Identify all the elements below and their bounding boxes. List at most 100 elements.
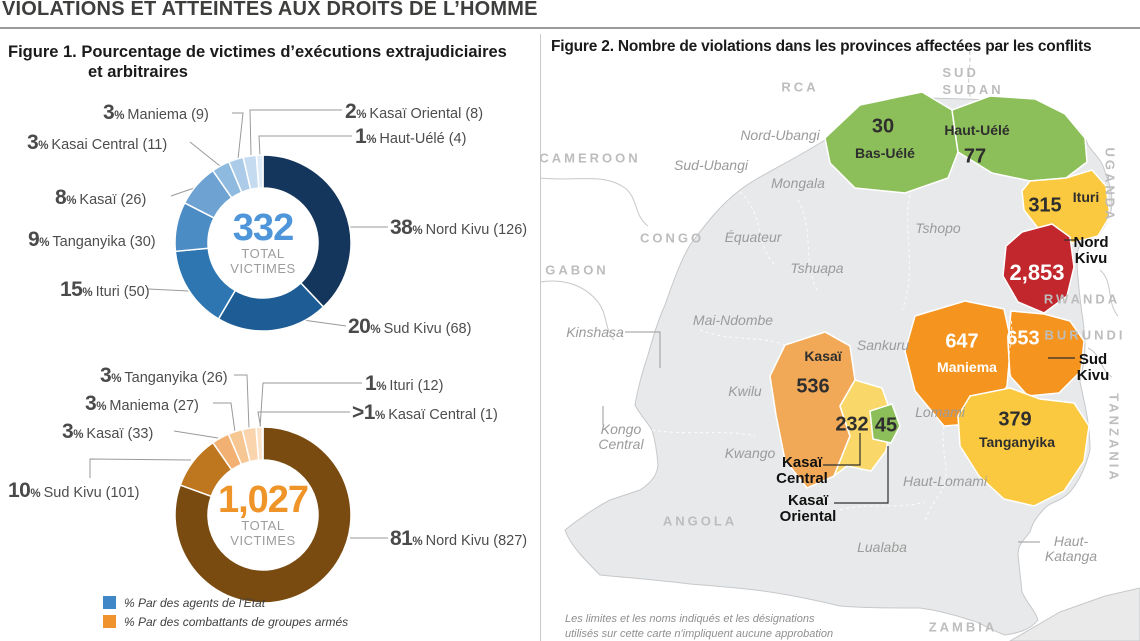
value-bas-uele: 30 <box>871 115 895 138</box>
legend-swatch-blue <box>103 596 116 609</box>
panel-divider <box>540 34 541 641</box>
border-burundi <box>1087 347 1113 378</box>
province-kwango: Kwango <box>724 445 776 461</box>
label-nord-kivu-a: 38% Nord Kivu (126) <box>390 216 528 239</box>
leader-line <box>234 374 250 430</box>
value-maniema: 647 <box>945 330 979 353</box>
label-ituri-a: 15% Ituri (50) <box>60 278 150 301</box>
country-sud-sudan: SUD SUDAN <box>942 65 1004 97</box>
country-zambia: ZAMBIA <box>928 619 998 635</box>
province-haut-lomami: Haut-Lomami <box>902 473 988 489</box>
label-haut-uele-a: 1% Haut-Uélé (4) <box>355 125 467 148</box>
donut-segment <box>262 154 352 309</box>
country-burundi: BURUNDI <box>1044 327 1126 343</box>
figure2-map-panel: Figure 2. Nombre de violations dans les … <box>539 30 1140 641</box>
province-lomami: Lomami <box>915 404 965 420</box>
label-maniema-a: 3% Maniema (9) <box>103 101 209 124</box>
label-kasai-a: 8% Kasaï (26) <box>55 186 147 209</box>
callout-kasai-oriental: Kasaï Oriental <box>779 492 837 525</box>
province-kongo-central: Kongo Central <box>598 421 644 452</box>
leader-line <box>232 112 244 160</box>
label-kasai-central-b: >1% Kasaï Central (1) <box>352 401 498 424</box>
province-nord-ubangi: Nord-Ubangi <box>740 127 820 143</box>
label-tanganyika-a: 9% Tanganyika (30) <box>28 228 156 251</box>
province-lualaba: Lualaba <box>857 539 907 555</box>
name-bas-uele: Bas-Uélé <box>855 145 915 161</box>
province-sankuru: Sankuru <box>856 337 910 353</box>
leader-line <box>89 458 192 478</box>
inner-border <box>901 194 911 311</box>
figure2-title: Figure 2. Nombre de violations dans les … <box>551 38 1092 55</box>
country-tanzania: TANZANIA <box>1106 393 1122 483</box>
header-rule <box>0 27 1140 29</box>
drc-map-svg <box>540 43 1140 641</box>
inner-border <box>651 429 756 437</box>
leader-kasai-central <box>823 433 861 466</box>
inner-border <box>797 199 819 293</box>
value-kasai-oriental: 45 <box>874 414 898 437</box>
country-gabon: GABON <box>545 262 609 278</box>
name-ituri: Ituri <box>1072 189 1100 205</box>
country-rwanda: RWANDA <box>1043 291 1121 307</box>
label-kasai-central-a: 3% Kasai Central (11) <box>27 131 168 154</box>
inner-border <box>699 329 786 346</box>
province-kinshasa: Kinshasa <box>566 324 624 340</box>
donut-segment <box>261 426 264 461</box>
province-haut-katanga: Haut- Katanga <box>1044 533 1098 564</box>
label-ituri-b: 1% Ituri (12) <box>365 372 444 395</box>
province-sud-ubangi: Sud-Ubangi <box>674 157 748 173</box>
region-haut-uele <box>951 95 1088 182</box>
province-kwilu: Kwilu <box>728 383 762 399</box>
region-kasai-central <box>832 379 893 479</box>
value-kasai-central: 232 <box>835 413 869 436</box>
figure1-title-line1: Figure 1. Pourcentage de victimes d’exéc… <box>8 43 507 61</box>
country-angola: ANGOLA <box>662 513 738 529</box>
province-tshopo: Tshopo <box>915 220 961 236</box>
donut-chart-state-agents <box>174 154 352 332</box>
province-mai-ndombe: Mai-Ndombe <box>692 312 774 328</box>
callout-nord-kivu: Nord Kivu <box>1073 234 1109 267</box>
country-rca: RCA <box>781 79 819 95</box>
donut-b-total: 1,027 <box>217 479 309 521</box>
donut-chart-armed-groups <box>174 426 352 604</box>
legend-swatch-orange <box>103 615 116 628</box>
donut-segment <box>255 154 264 189</box>
value-kasai: 536 <box>796 375 830 398</box>
donut-segment <box>174 426 352 604</box>
label-kasai-oriental-a: 2% Kasaï Oriental (8) <box>345 100 484 123</box>
donut-a-center: 332 TOTAL VICTIMES <box>230 207 296 276</box>
country-cameroon: CAMEROON <box>539 150 641 166</box>
label-sud-kivu-a: 20% Sud Kivu (68) <box>348 315 472 338</box>
value-tanganyika: 379 <box>998 408 1032 431</box>
value-ituri: 315 <box>1028 194 1062 217</box>
name-maniema: Maniema <box>937 359 997 375</box>
callout-sud-kivu: Sud Kivu <box>1076 351 1110 384</box>
region-nord-kivu <box>1002 223 1075 314</box>
inner-border <box>839 501 926 511</box>
legend-armed-groups: % Par des combattants de groupes armés <box>103 615 348 629</box>
value-sud-kivu: 653 <box>1006 327 1040 350</box>
donut-b-center: 1,027 TOTAL VICTIMES <box>217 479 309 548</box>
donut-a-total: 332 <box>232 207 294 249</box>
leader-line <box>173 430 219 439</box>
region-ituri <box>1021 169 1111 244</box>
label-sud-kivu-b: 10% Sud Kivu (101) <box>8 479 140 502</box>
inner-border <box>924 425 947 523</box>
border-rca-sudsudan <box>967 43 973 103</box>
page-title: VIOLATIONS ET ATTEINTES AUX DROITS DE L’… <box>2 0 538 20</box>
leader-line <box>147 288 190 292</box>
name-haut-uele: Haut-Uélé <box>944 122 1010 138</box>
value-haut-uele: 77 <box>963 145 987 168</box>
border-cameroon <box>540 177 649 227</box>
country-uganda: UGANDA <box>1102 147 1118 223</box>
value-nord-kivu: 2,853 <box>1009 260 1065 285</box>
leader-line <box>257 411 350 430</box>
region-tanganyika <box>957 387 1090 507</box>
legend-state-agents: % Par des agents de l'Etat <box>103 596 265 610</box>
leader-line <box>302 319 347 327</box>
border-rwanda <box>1099 269 1119 317</box>
leader-line <box>213 402 236 433</box>
region-kasai-oriental <box>869 403 901 444</box>
country-congo: CONGO <box>639 230 705 246</box>
